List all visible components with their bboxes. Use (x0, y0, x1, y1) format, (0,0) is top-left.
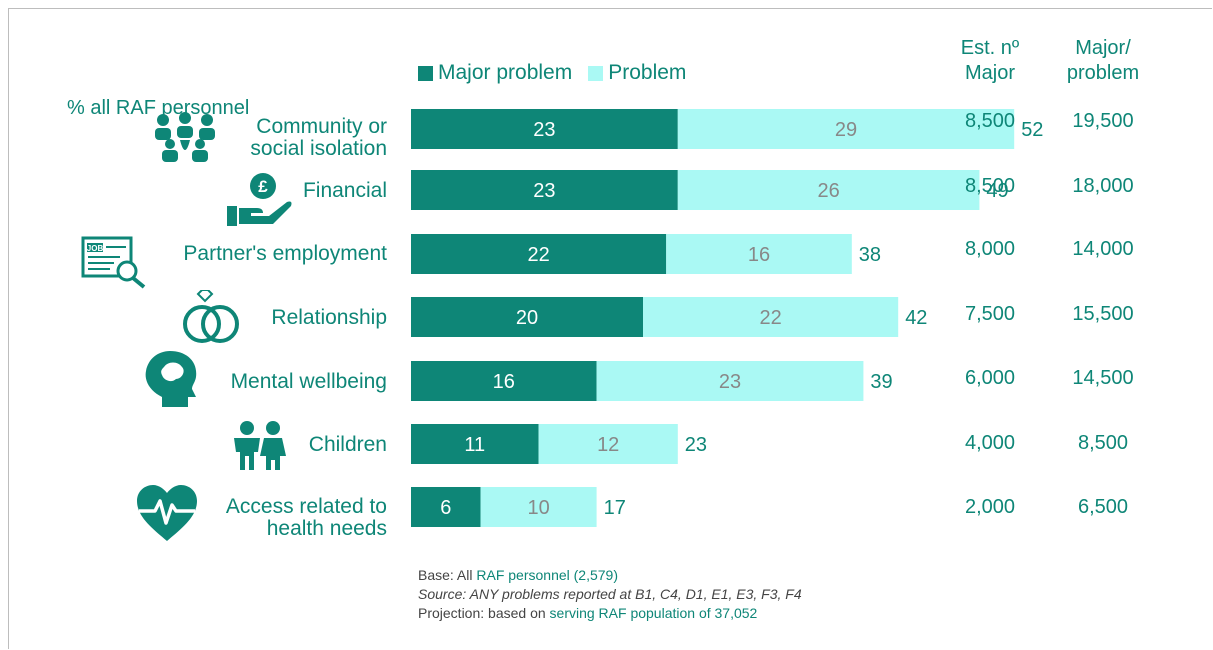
data-label-problem: 26 (817, 180, 839, 202)
bar-problem (677, 109, 1015, 149)
data-label-problem: 29 (835, 119, 857, 141)
est-major-row-2: 8,500 (964, 175, 1016, 197)
data-label-major: 16 (493, 371, 515, 393)
data-label-major: 6 (440, 497, 451, 519)
head-brain-icon (145, 351, 197, 407)
est-total-row-1: 19,500 (1072, 110, 1134, 132)
category-label-line: Mental wellbeing (230, 370, 387, 393)
est-total-row-5: 14,500 (1072, 367, 1134, 389)
col-header-est-line2: Major (964, 62, 1015, 84)
col-header-major-problem: Major/ problem (1048, 36, 1158, 86)
footnotes: Base: All RAF personnel (2,579) Source: … (418, 566, 802, 623)
legend-label-problem: Problem (608, 61, 687, 84)
data-label-total: 39 (870, 371, 892, 393)
data-label-total: 42 (905, 307, 927, 329)
category-label-mental-wellbeing: Mental wellbeing (231, 371, 387, 393)
bar-problem (538, 424, 678, 464)
category-label-line: Children (308, 433, 387, 456)
legend-swatch-major (418, 65, 433, 81)
svg-text:£: £ (258, 177, 268, 196)
base-note-prefix: Base: All (418, 567, 477, 583)
source-note: Source: ANY problems reported at B1, C4,… (418, 586, 802, 602)
bar-problem (480, 487, 597, 527)
est-major-row-3: 8,000 (964, 238, 1016, 260)
bar-problem (666, 234, 852, 274)
people-group-icon (155, 112, 215, 162)
bar-problem (596, 361, 864, 401)
est-total-row-2: 18,000 (1072, 175, 1134, 197)
data-label-problem: 22 (759, 307, 781, 329)
category-label-line: social isolation (250, 137, 387, 160)
data-label-total: 52 (1021, 119, 1043, 141)
chart-title: % all RAF personnel (67, 97, 250, 119)
category-label-line: Relationship (271, 306, 387, 329)
category-label-financial: Financial (303, 180, 387, 202)
category-label-line: Partner's employment (183, 242, 387, 265)
category-label-health-access: Access related to health needs (226, 496, 387, 540)
job-search-icon: JOB (81, 236, 146, 289)
bar-major-problem (411, 109, 678, 149)
est-major-row-4: 7,500 (964, 303, 1016, 325)
bar-major-problem (411, 361, 597, 401)
col-header-mp-line2: problem (1066, 62, 1140, 84)
col-header-est-major: Est. nº Major (935, 36, 1045, 86)
category-label-children: Children (309, 434, 387, 456)
heart-pulse-icon (137, 485, 197, 541)
category-label-community: Community or social isolation (250, 116, 387, 160)
est-total-row-6: 8,500 (1077, 432, 1129, 454)
legend-label-major: Major problem (438, 61, 573, 84)
data-label-total: 17 (604, 497, 626, 519)
data-label-problem: 10 (527, 497, 549, 519)
data-label-problem: 16 (748, 244, 770, 266)
data-label-problem: 12 (597, 434, 619, 456)
bar-major-problem (411, 424, 539, 464)
est-major-row-7: 2,000 (964, 496, 1016, 518)
est-total-row-3: 14,000 (1072, 238, 1134, 260)
legend: Major problem Problem (418, 61, 686, 85)
est-major-row-5: 6,000 (964, 367, 1016, 389)
bar-major-problem (411, 170, 678, 210)
bar-major-problem (411, 297, 643, 337)
category-label-relationship: Relationship (271, 307, 387, 329)
category-label-partner-employment: Partner's employment (183, 243, 387, 265)
category-label-line: Community or (256, 115, 387, 138)
wedding-rings-icon (183, 290, 239, 343)
est-major-row-1: 8,500 (964, 110, 1016, 132)
base-note: Base: All RAF personnel (2,579) (418, 566, 802, 585)
projection-note-prefix: Projection: based on (418, 605, 550, 621)
data-label-total: 49 (986, 180, 1008, 202)
est-major-row-6: 4,000 (964, 432, 1016, 454)
projection-note-highlight: serving RAF population of 37,052 (549, 605, 758, 621)
data-label-problem: 23 (719, 371, 741, 393)
category-label-line: health needs (266, 517, 387, 540)
bar-major-problem (411, 234, 667, 274)
svg-text:JOB: JOB (87, 244, 104, 253)
data-label-total: 38 (859, 244, 881, 266)
bar-problem (643, 297, 899, 337)
col-header-mp-line1: Major/ (1075, 37, 1131, 59)
data-label-major: 11 (464, 434, 485, 456)
legend-swatch-problem (588, 65, 604, 81)
data-label-major: 23 (533, 119, 555, 141)
est-total-row-4: 15,500 (1072, 303, 1134, 325)
col-header-est-line1: Est. nº (960, 37, 1020, 59)
est-total-row-7: 6,500 (1077, 496, 1129, 518)
data-label-total: 23 (685, 434, 707, 456)
data-label-major: 23 (533, 180, 555, 202)
data-label-major: 22 (527, 244, 549, 266)
children-icon (234, 421, 286, 470)
chart-frame (8, 8, 1212, 649)
pound-hand-icon: £ (227, 173, 292, 226)
projection-note: Projection: based on serving RAF populat… (418, 604, 802, 623)
category-label-line: Financial (302, 179, 387, 202)
data-label-major: 20 (516, 307, 538, 329)
bar-problem (677, 170, 980, 210)
category-label-line: Access related to (225, 495, 387, 518)
bar-major-problem (411, 487, 481, 527)
base-note-highlight: RAF personnel (2,579) (476, 567, 619, 583)
